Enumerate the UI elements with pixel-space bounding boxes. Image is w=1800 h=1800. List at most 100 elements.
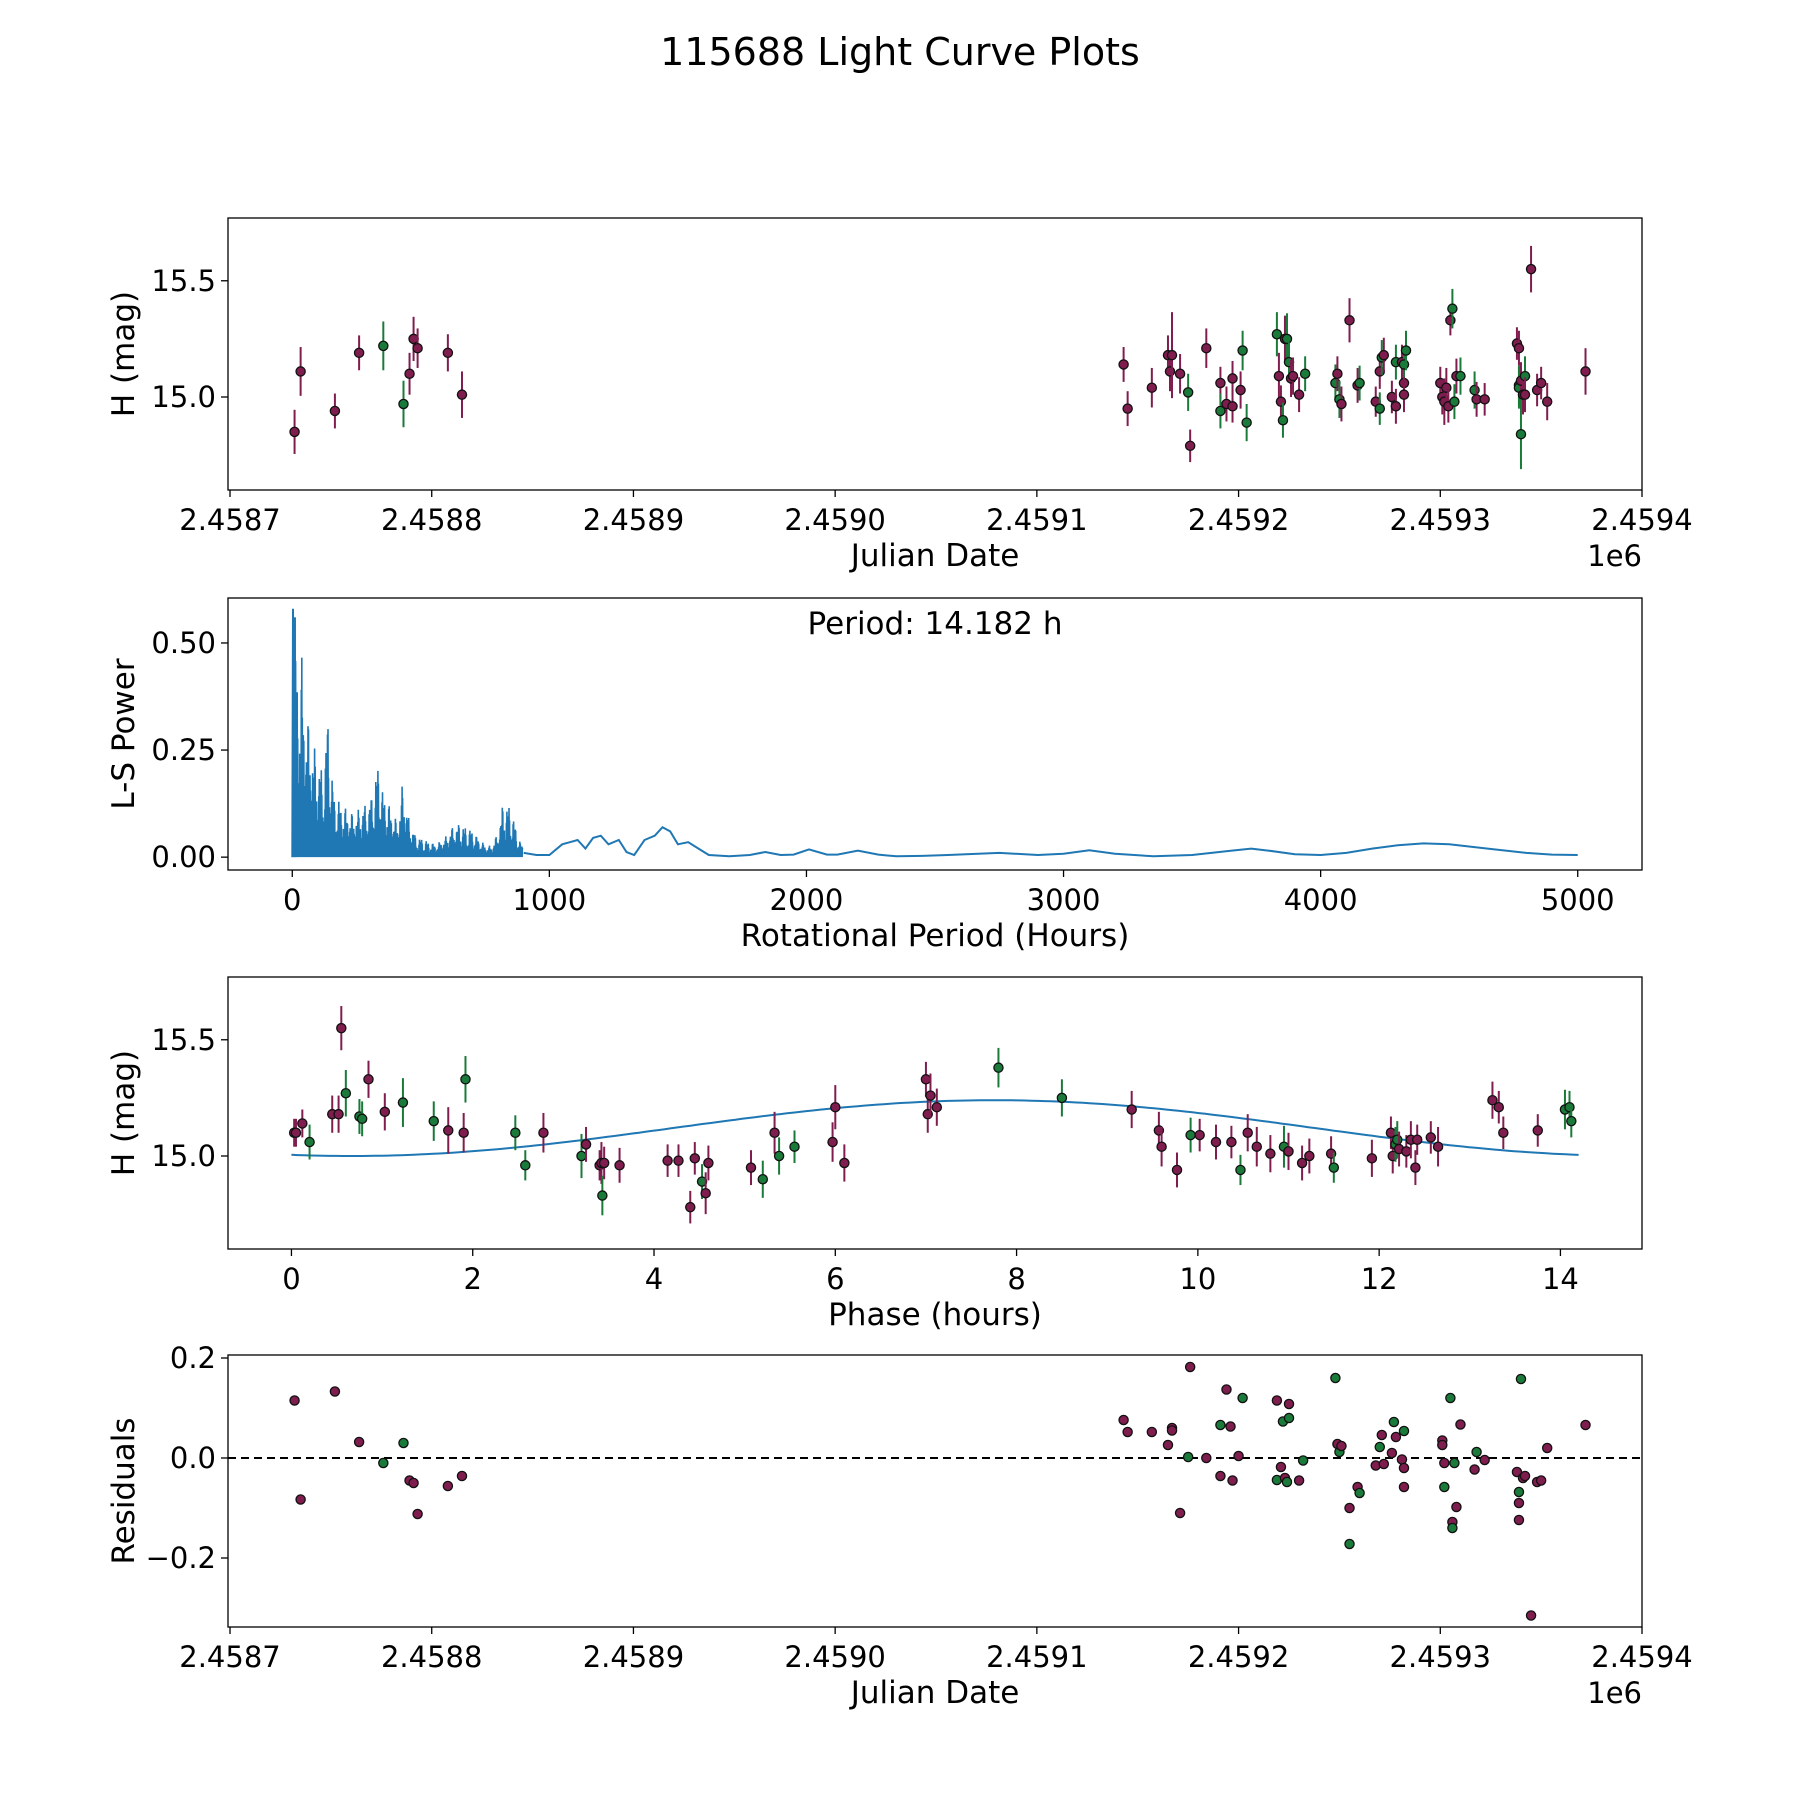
fit-curve — [291, 1099, 1579, 1157]
data-point — [576, 1150, 587, 1162]
data-point — [1493, 1101, 1505, 1113]
data-point — [1171, 1164, 1183, 1176]
data-point — [1378, 349, 1390, 361]
data-point — [1425, 1132, 1437, 1143]
data-point — [1227, 401, 1238, 412]
x-tick-label: 3000 — [1027, 883, 1101, 917]
data-point — [1580, 1419, 1591, 1431]
data-point — [1215, 377, 1226, 389]
data-point — [1513, 342, 1525, 354]
data-point — [1146, 1426, 1158, 1438]
x-tick-label: 5000 — [1541, 883, 1615, 917]
x-axis-label: Julian Date — [849, 538, 1020, 574]
data-point — [1122, 403, 1133, 414]
data-point — [1374, 1441, 1386, 1453]
x-tick-label: 4000 — [1284, 883, 1358, 917]
data-point — [1328, 1162, 1340, 1173]
x-tick-label: 2.4588 — [381, 503, 482, 537]
data-point — [456, 389, 468, 400]
data-point — [1336, 398, 1347, 410]
data-point — [329, 405, 341, 417]
data-point — [1146, 382, 1158, 393]
y-axis-label: L-S Power — [106, 658, 142, 809]
data-layer — [288, 1006, 1579, 1224]
data-point — [1281, 333, 1293, 345]
x-tick-label: 2.4594 — [1591, 503, 1692, 537]
data-point — [1401, 1146, 1412, 1157]
data-point — [1386, 1447, 1398, 1459]
data-point — [1184, 440, 1196, 452]
data-point — [1515, 428, 1527, 440]
y-axis-label: H (mag) — [106, 291, 142, 417]
data-point — [1469, 1464, 1480, 1475]
data-point — [1479, 394, 1490, 405]
data-point — [789, 1141, 800, 1152]
x-tick-label: 2.4589 — [583, 503, 684, 537]
data-point — [1515, 1373, 1527, 1385]
data-point — [289, 426, 300, 438]
data-point — [1441, 382, 1452, 393]
data-point — [329, 1386, 341, 1397]
data-point — [353, 1436, 365, 1448]
ls-periodogram-line — [523, 825, 1578, 858]
data-point — [1304, 1150, 1315, 1162]
data-point — [408, 1477, 419, 1489]
data-point — [442, 347, 454, 359]
x-tick-label: 2.4590 — [784, 503, 885, 537]
x-tick-label: 10 — [1179, 1262, 1216, 1296]
data-point — [1398, 359, 1410, 370]
data-point — [1118, 1414, 1129, 1426]
data-point — [1227, 373, 1238, 384]
data-point — [1283, 1146, 1294, 1157]
data-point — [1449, 1457, 1460, 1469]
x-tick-label: 2.4592 — [1188, 503, 1289, 537]
data-point — [336, 1022, 347, 1034]
data-point — [1513, 1486, 1525, 1498]
data-point — [1411, 1134, 1423, 1145]
x-tick-label: 0 — [283, 883, 301, 917]
axes-frame — [227, 217, 1643, 491]
data-point — [1344, 1502, 1355, 1514]
data-point — [412, 1508, 423, 1520]
data-point — [1535, 377, 1547, 389]
data-point — [1287, 370, 1299, 382]
data-point — [598, 1157, 610, 1169]
ls-dense-periodogram — [291, 617, 524, 858]
data-point — [1410, 1162, 1421, 1173]
data-point — [1447, 303, 1458, 314]
y-tick-label: 0.2 — [170, 1341, 216, 1375]
data-point — [1275, 1461, 1287, 1473]
y-tick-label: 0.25 — [151, 733, 216, 767]
data-point — [1332, 368, 1343, 380]
data-point — [1336, 1440, 1347, 1452]
data-point — [1398, 389, 1410, 400]
x-tick-label: 2.4590 — [784, 1640, 885, 1674]
data-point — [1525, 263, 1537, 275]
data-point — [538, 1127, 549, 1139]
axes-frame — [227, 597, 1643, 871]
data-point — [460, 1074, 471, 1085]
x-tick-label: 2 — [464, 1262, 482, 1296]
x-offset-label: 1e6 — [1587, 539, 1642, 573]
x-tick-label: 2.4591 — [986, 1640, 1087, 1674]
y-tick-label: 15.0 — [151, 1139, 216, 1173]
data-point — [412, 342, 423, 354]
data-point — [1439, 1481, 1450, 1493]
data-point — [379, 1106, 391, 1118]
panel-phase: 0 2 4 6 8 10 12 14 15.0 15.5 Phase (hours) H (mag) — [106, 976, 1643, 1333]
data-point — [1398, 1425, 1410, 1437]
data-point — [745, 1162, 757, 1173]
data-point — [1390, 1431, 1402, 1443]
data-point — [1437, 1439, 1448, 1451]
y-tick-label: 0.0 — [170, 1441, 216, 1475]
data-point — [1400, 345, 1412, 356]
data-point — [1281, 1476, 1293, 1488]
data-point — [1126, 1104, 1137, 1115]
data-point — [1164, 366, 1176, 377]
data-point — [1277, 415, 1289, 426]
data-point — [1451, 1501, 1462, 1513]
panel-ls: Period: 14.182 h 0 1000 2000 3000 4000 5000 0.0… — [106, 597, 1643, 954]
data-point — [1273, 370, 1285, 382]
data-point — [662, 1155, 673, 1166]
data-point — [1118, 359, 1129, 370]
